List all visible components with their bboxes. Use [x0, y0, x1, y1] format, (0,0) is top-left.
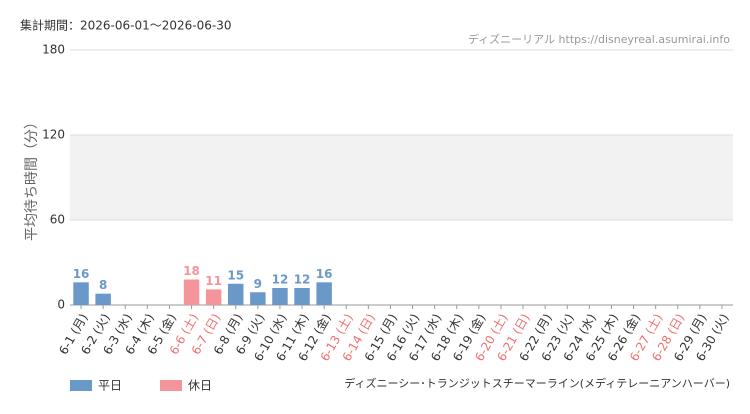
y-tick-label: 180 — [42, 43, 65, 57]
bar — [183, 279, 200, 305]
data-label: 12 — [272, 273, 289, 287]
y-axis-label: 平均待ち時間（分） — [24, 115, 40, 241]
data-label: 15 — [227, 268, 244, 282]
source: ディズニーリアル https://disneyreal.asumirai.inf… — [468, 32, 730, 46]
bar — [250, 292, 266, 305]
bar — [272, 288, 288, 305]
legend-swatch — [160, 380, 182, 391]
data-label: 8 — [99, 278, 107, 292]
bar — [95, 293, 111, 305]
y-tick-label: 120 — [42, 128, 65, 142]
bar — [205, 289, 222, 305]
legend-label: 平日 — [98, 379, 122, 393]
y-tick-label: 0 — [57, 298, 65, 312]
legend-label: 休日 — [188, 379, 212, 393]
bar — [316, 282, 332, 305]
data-label: 16 — [73, 267, 90, 281]
data-label: 9 — [254, 277, 262, 291]
attraction-name: ディズニーシー･トランジットスチーマーライン(メディテレーニアンハーバー) — [344, 376, 730, 390]
y-tick-label: 60 — [50, 213, 65, 227]
bar — [73, 282, 89, 305]
grid-band — [70, 135, 733, 220]
data-label: 18 — [183, 264, 200, 278]
data-label: 11 — [205, 274, 222, 288]
data-label: 12 — [294, 273, 311, 287]
bar — [228, 283, 244, 305]
data-label: 16 — [316, 267, 333, 281]
bar — [294, 288, 310, 305]
legend-swatch — [70, 380, 92, 391]
chart-title: 集計期間：2026-06-01～2026-06-30 — [20, 18, 231, 33]
